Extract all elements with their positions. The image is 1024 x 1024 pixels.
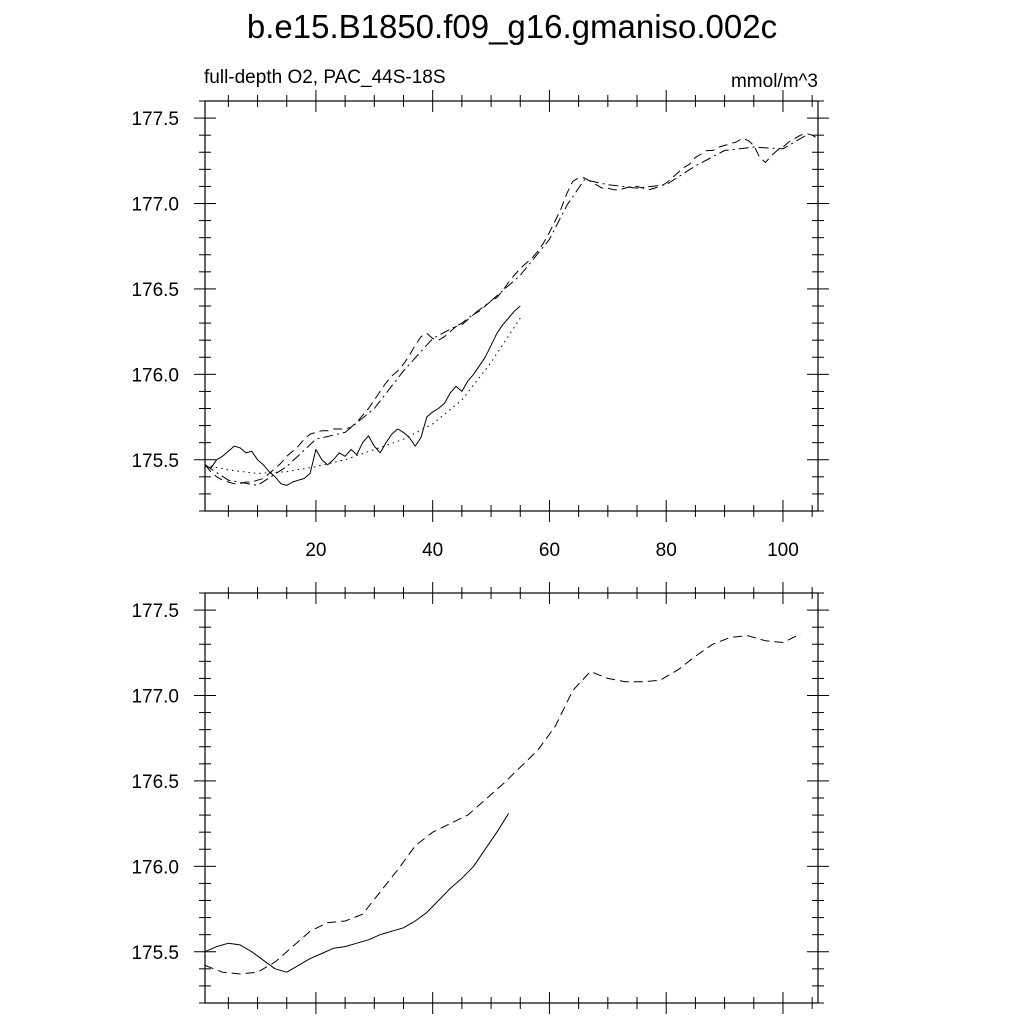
top-panel-ticks bbox=[194, 90, 829, 522]
bottom-panel-tick-labels: 175.5 176.0 176.5 177.0 177.5 bbox=[131, 601, 179, 964]
bottom-panel-y-tick-label: 175.5 bbox=[131, 943, 179, 964]
top-panel-right-label: mmol/m^3 bbox=[731, 71, 818, 92]
top-panel-series bbox=[204, 133, 819, 486]
bottom-panel-frame bbox=[204, 592, 819, 1004]
bottom-panel-y-tick-label: 177.5 bbox=[131, 601, 179, 622]
top-panel: full-depth O2, PAC_44S-18S mmol/m^3 20 40… bbox=[131, 67, 829, 561]
top-panel-x-tick-label: 20 bbox=[305, 540, 326, 561]
top-panel-y-tick-label: 177.5 bbox=[131, 109, 179, 130]
top-panel-y-tick-label: 175.5 bbox=[131, 451, 179, 472]
bottom-panel-series-solid-line bbox=[204, 813, 510, 973]
top-panel-series-dotted-line bbox=[204, 317, 521, 474]
top-panel-series-solid-line bbox=[204, 305, 521, 486]
bottom-panel-series-dashed-line bbox=[204, 633, 801, 975]
bottom-panel-series bbox=[204, 633, 801, 975]
top-panel-left-label: full-depth O2, PAC_44S-18S bbox=[204, 67, 446, 88]
bottom-panel-y-tick-label: 176.5 bbox=[131, 772, 179, 793]
bottom-panel-y-tick-label: 177.0 bbox=[131, 687, 179, 708]
top-panel-frame bbox=[204, 100, 819, 512]
figure-title: b.e15.B1850.f09_g16.gmaniso.002c bbox=[247, 8, 777, 45]
top-panel-x-tick-label: 80 bbox=[656, 540, 677, 561]
top-panel-y-tick-label: 176.5 bbox=[131, 280, 179, 301]
top-panel-x-tick-label: 60 bbox=[539, 540, 560, 561]
top-panel-y-tick-label: 176.0 bbox=[131, 365, 179, 386]
top-panel-x-tick-label: 100 bbox=[767, 540, 799, 561]
top-panel-x-tick-label: 40 bbox=[422, 540, 443, 561]
top-panel-y-tick-label: 177.0 bbox=[131, 195, 179, 216]
bottom-panel-y-tick-label: 176.0 bbox=[131, 857, 179, 878]
top-panel-series-dashed-line bbox=[204, 133, 819, 485]
bottom-panel-ticks bbox=[194, 582, 829, 1014]
top-panel-tick-labels: 20 40 60 80 100 175.5 176.0 176.5 177.0 177.5 bbox=[131, 109, 798, 561]
top-panel-series-dashdot-line bbox=[204, 134, 807, 486]
bottom-panel: 175.5 176.0 176.5 177.0 177.5 bbox=[131, 582, 829, 1014]
